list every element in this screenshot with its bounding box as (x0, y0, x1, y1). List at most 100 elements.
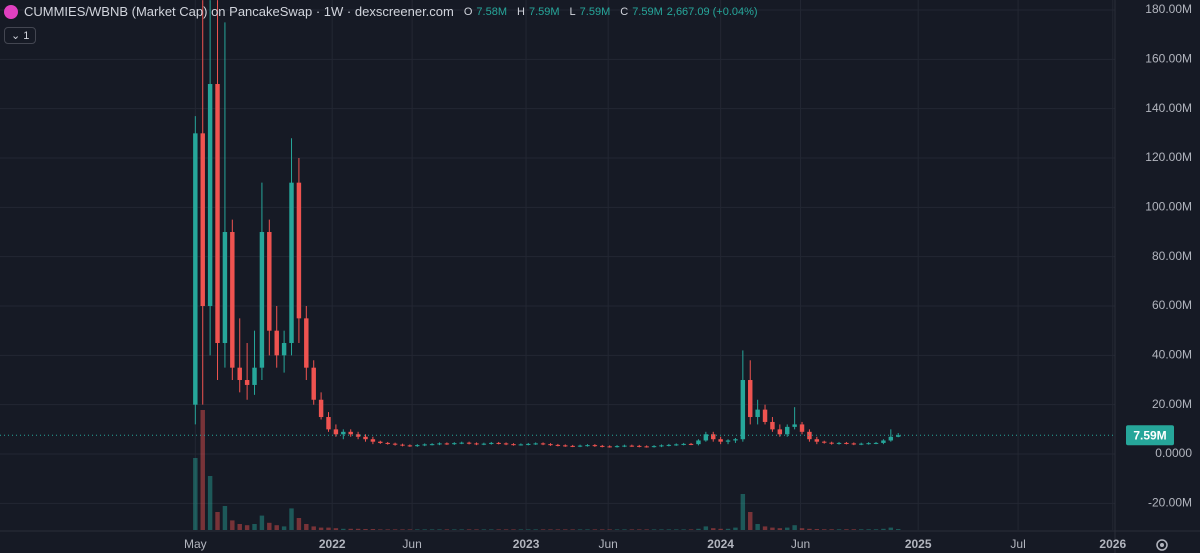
candle-body (844, 442, 849, 444)
volume-bar (740, 494, 746, 530)
volume-bar (267, 522, 272, 530)
volume-bar (711, 528, 716, 530)
indicator-badge[interactable]: ⌄ 1 (4, 27, 37, 44)
candle-body (622, 445, 627, 447)
candle-body (696, 440, 701, 445)
volume-bar (466, 529, 472, 530)
x-tick-label: Jun (402, 537, 421, 551)
candle-body (866, 443, 871, 445)
candle-body (222, 232, 228, 344)
candle-body (600, 445, 605, 447)
volume-bar (385, 529, 390, 530)
volume-bar (415, 529, 420, 530)
volume-bar (785, 527, 790, 530)
candle-body (555, 444, 561, 446)
last-price-tag (1126, 425, 1174, 446)
candle-body (503, 443, 509, 445)
volume-bar (407, 529, 413, 530)
legend: CUMMIES/WBNB (Market Cap) on PancakeSwap… (4, 4, 758, 19)
candle-body (200, 133, 205, 307)
candle-body (592, 445, 598, 447)
volume-bar (355, 528, 361, 530)
volume-bar (222, 506, 228, 530)
volume-bar (348, 528, 353, 530)
volume-bar (474, 529, 479, 530)
volume-bar (378, 529, 383, 530)
volume-bar (518, 529, 524, 530)
volume-bar (688, 529, 694, 530)
change: 2,667.09 (+0.04%) (666, 5, 758, 18)
volume-bar (503, 529, 509, 530)
candle-body (577, 445, 583, 447)
candle-body (363, 436, 368, 440)
volume-bar (822, 529, 827, 530)
volume-bar (452, 529, 457, 530)
candle-body (378, 441, 383, 443)
volume-bar (666, 529, 672, 530)
volume-bar (577, 529, 583, 530)
candle-body (814, 439, 820, 442)
badge-count[interactable]: 1 (23, 30, 30, 42)
volume-bar (326, 527, 331, 530)
volume-bar (733, 527, 738, 530)
candle-body (496, 442, 501, 444)
volume-bar (592, 529, 598, 530)
y-tick-label: 20.00M (1152, 397, 1192, 411)
volume-bar (429, 529, 435, 530)
candle-body (466, 442, 472, 444)
volume-bar (400, 529, 405, 530)
volume-bar (555, 529, 561, 530)
candle-body (540, 443, 546, 445)
volume-bar (370, 529, 376, 530)
candle-body (281, 343, 287, 356)
candle-body (518, 444, 524, 446)
candle-body (215, 83, 220, 344)
y-tick-label: 60.00M (1152, 298, 1192, 312)
candle-body (333, 429, 339, 435)
y-tick-label: 140.00M (1145, 101, 1192, 115)
x-tick-label: May (184, 537, 207, 551)
candle-body (792, 424, 797, 427)
y-tick-label: 80.00M (1152, 249, 1192, 263)
volume-bar (703, 526, 709, 530)
token-logo (4, 4, 18, 19)
candle-body (607, 446, 612, 448)
candle-body (452, 443, 457, 445)
y-tick-label: -20.00M (1148, 496, 1192, 510)
settings-icon[interactable] (1156, 539, 1168, 551)
candle-body (659, 445, 664, 447)
candle-body (629, 445, 635, 447)
candle-body (681, 443, 686, 445)
candle-body (674, 444, 679, 446)
volume-bar (274, 525, 279, 530)
gear[interactable] (1156, 539, 1168, 551)
x-tick-label: Jul (1010, 537, 1025, 551)
x-tick-label: 2023 (513, 537, 540, 551)
gear-center[interactable] (1160, 543, 1164, 547)
volume-bar (600, 529, 605, 530)
volume-bar (792, 525, 797, 530)
volume-bar (762, 526, 768, 530)
candle-body (777, 429, 783, 435)
volume-bar (881, 528, 886, 530)
candle-body (289, 182, 294, 344)
candle-body (370, 439, 376, 442)
volume-bar (533, 529, 538, 530)
volume-bar (718, 528, 723, 530)
volume-bar (851, 529, 857, 530)
volume-bar (215, 512, 220, 530)
candle-body (703, 434, 709, 441)
volume-bar (311, 526, 316, 530)
volume-bar (392, 529, 398, 530)
candle-body (474, 443, 479, 445)
candle-body (533, 443, 538, 445)
volume-bar (873, 529, 879, 530)
volume-bar (259, 515, 265, 530)
volume-bar (422, 529, 427, 530)
candle-body (585, 445, 590, 447)
candle-body (851, 443, 857, 445)
candle-body (444, 443, 450, 445)
